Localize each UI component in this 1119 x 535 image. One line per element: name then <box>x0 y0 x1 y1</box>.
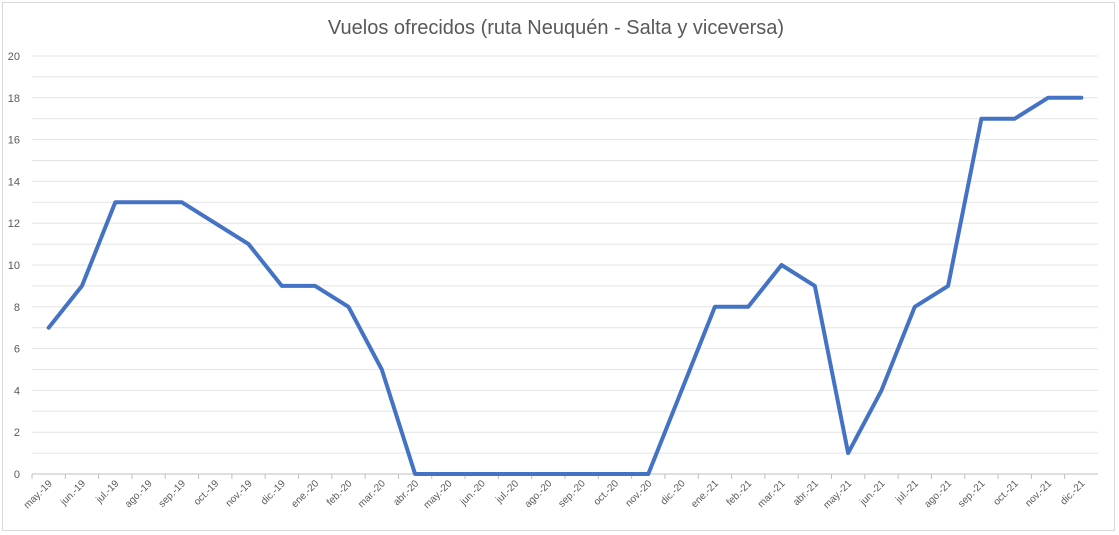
x-tick-label: nov.-19 <box>224 478 255 509</box>
x-tick-label: dic.-21 <box>1058 478 1087 507</box>
y-tick-label: 0 <box>14 469 20 481</box>
y-tick-label: 16 <box>8 135 20 147</box>
x-tick-label: ene.-21 <box>689 478 721 510</box>
x-tick-label: may.-20 <box>422 478 455 511</box>
x-tick-label: ago.-19 <box>123 478 155 510</box>
x-tick-label: mar.-21 <box>756 478 788 510</box>
x-tick-label: oct.-20 <box>592 478 622 508</box>
x-tick-label: ago.-20 <box>523 478 555 510</box>
y-tick-label: 12 <box>8 218 20 230</box>
x-tick-label: dic.-20 <box>659 478 688 507</box>
y-tick-label: 20 <box>8 51 20 63</box>
y-tick-label: 6 <box>14 344 20 356</box>
y-tick-label: 2 <box>14 427 20 439</box>
series-layer <box>46 95 1084 476</box>
x-tick-label: may.-19 <box>22 478 55 511</box>
chart-title: Vuelos ofrecidos (ruta Neuquén - Salta y… <box>328 17 784 39</box>
x-tick-label: feb.-21 <box>725 478 755 508</box>
x-tick-label: abr.-21 <box>791 478 821 508</box>
x-tick-label: dic.-19 <box>259 478 288 507</box>
x-tick-label: nov.-20 <box>624 478 655 509</box>
x-axis-ticks: may.-19 jun.-19 jul.-19 ago.-19 sep.-19 oct.-… <box>22 474 1088 511</box>
y-tick-label: 10 <box>8 260 20 272</box>
gridlines <box>32 55 1098 475</box>
x-tick-label: oct.-19 <box>192 478 222 508</box>
x-tick-label: jul.-20 <box>493 478 521 506</box>
x-tick-label: ago.-21 <box>922 478 954 510</box>
y-tick-label: 4 <box>14 385 20 397</box>
x-tick-label: oct.-21 <box>991 478 1021 508</box>
y-tick-label: 14 <box>8 176 20 188</box>
x-tick-label: nov.-21 <box>1023 478 1054 509</box>
x-tick-label: jul.-21 <box>893 478 921 506</box>
x-tick-label: jun.-19 <box>58 478 88 508</box>
x-tick-label: may.-21 <box>821 478 854 511</box>
x-tick-label: mar.-20 <box>356 478 388 510</box>
x-tick-label: ene.-20 <box>290 478 322 510</box>
x-tick-label: sep.-21 <box>956 478 988 510</box>
x-tick-label: feb.-20 <box>325 478 355 508</box>
y-axis-ticks: 0 2 4 6 8 10 12 14 16 18 20 <box>8 51 20 481</box>
x-tick-label: sep.-20 <box>556 478 588 510</box>
x-tick-label: abr.-20 <box>391 478 421 508</box>
x-tick-label: jul.-19 <box>94 478 122 506</box>
y-tick-label: 18 <box>8 93 20 105</box>
x-tick-label: sep.-19 <box>157 478 189 510</box>
x-tick-label: jun.-21 <box>857 478 887 508</box>
series-line <box>46 95 1084 476</box>
x-tick-label: jun.-20 <box>458 478 488 508</box>
y-tick-label: 8 <box>14 302 20 314</box>
